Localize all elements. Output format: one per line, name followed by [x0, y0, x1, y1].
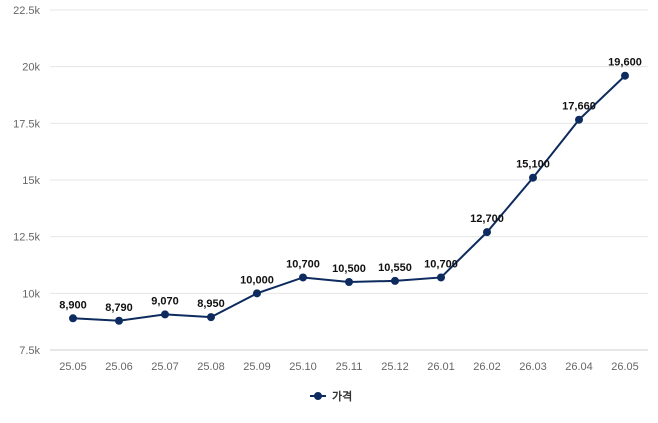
- x-tick-label: 25.07: [151, 361, 179, 373]
- y-tick-label: 20k: [22, 62, 40, 74]
- x-tick-label: 25.05: [59, 361, 87, 373]
- y-tick-label: 22.5k: [13, 5, 40, 17]
- data-point[interactable]: [207, 313, 215, 322]
- x-tick-label: 26.01: [427, 361, 455, 373]
- data-label: 8,950: [197, 298, 225, 310]
- data-label: 9,070: [151, 295, 179, 307]
- data-point[interactable]: [161, 310, 169, 319]
- x-axis-ticks: 25.05 25.06 25.07 25.08 25.09 25.10 25.11 25.12…: [59, 361, 639, 373]
- y-tick-label: 17.5k: [13, 118, 40, 130]
- x-tick-label: 26.03: [519, 361, 547, 373]
- data-point[interactable]: [621, 71, 629, 80]
- data-point[interactable]: [437, 273, 445, 282]
- legend[interactable]: 가격: [310, 389, 352, 403]
- x-tick-label: 25.11: [336, 361, 363, 373]
- data-label: 17,660: [562, 101, 596, 113]
- data-label: 10,500: [332, 263, 366, 275]
- data-point[interactable]: [483, 228, 491, 237]
- data-label: 10,000: [240, 274, 274, 286]
- x-tick-label: 25.10: [289, 361, 317, 373]
- data-label: 10,550: [378, 262, 412, 274]
- data-label: 19,600: [608, 57, 642, 69]
- y-axis-ticks: 7.5k 10k 12.5k 15k 17.5k 20k 22.5k: [13, 5, 40, 357]
- x-tick-label: 26.02: [473, 361, 501, 373]
- data-label: 10,700: [286, 258, 320, 270]
- y-tick-label: 15k: [22, 175, 40, 187]
- data-point[interactable]: [345, 278, 353, 286]
- legend-dot-marker: [314, 392, 322, 400]
- data-label: 8,790: [105, 302, 133, 314]
- data-point[interactable]: [529, 173, 537, 182]
- series-layer: [69, 71, 629, 325]
- data-point[interactable]: [253, 289, 261, 298]
- x-tick-label: 25.06: [105, 361, 133, 373]
- y-tick-label: 12.5k: [13, 232, 40, 244]
- data-point[interactable]: [575, 115, 583, 124]
- x-tick-label: 25.08: [197, 361, 225, 373]
- data-point[interactable]: [115, 316, 123, 325]
- y-tick-label: 10k: [22, 288, 40, 300]
- data-labels: 8,900 8,790 9,070 8,950 10,000 10,700 10,500 10…: [59, 57, 642, 314]
- x-tick-label: 25.09: [243, 361, 271, 373]
- data-label: 12,700: [470, 213, 504, 225]
- data-label: 8,900: [59, 299, 87, 311]
- data-label: 10,700: [424, 258, 458, 270]
- y-tick-label: 7.5k: [19, 345, 40, 357]
- x-tick-label: 26.04: [565, 361, 593, 373]
- x-tick-label: 26.05: [611, 361, 639, 373]
- grid-lines: [50, 9, 648, 351]
- data-label: 15,100: [516, 159, 550, 171]
- legend-label[interactable]: 가격: [332, 389, 352, 403]
- data-point[interactable]: [69, 314, 77, 323]
- data-point[interactable]: [391, 276, 399, 285]
- data-point[interactable]: [299, 273, 307, 282]
- x-tick-label: 25.12: [381, 361, 409, 373]
